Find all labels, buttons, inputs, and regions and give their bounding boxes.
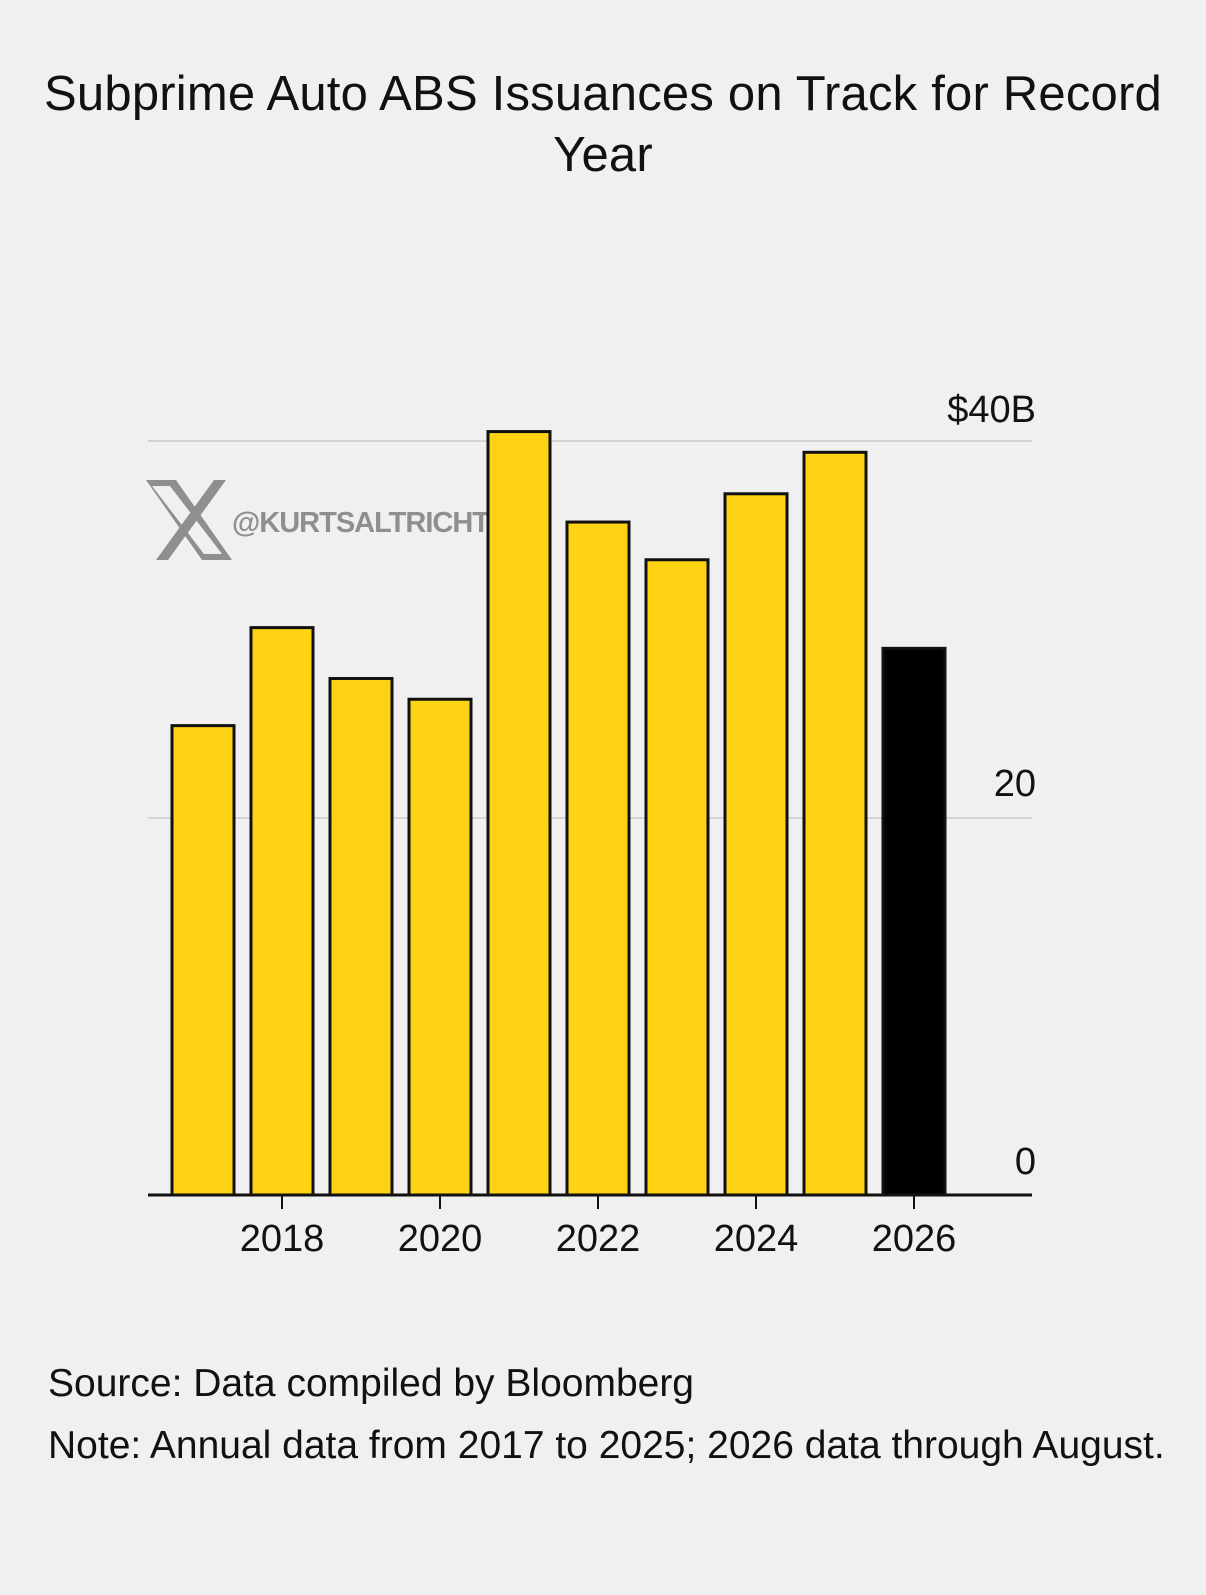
y-axis: 0 20 $40B	[947, 389, 1036, 1183]
source-note: Source: Data compiled by Bloomberg	[48, 1362, 694, 1405]
x-tick-label: 2024	[714, 1218, 799, 1260]
bar-2026	[881, 646, 947, 1197]
bar-2018	[249, 626, 315, 1197]
x-tick-label: 2026	[872, 1218, 957, 1260]
watermark: @KURTSALTRICHTER	[146, 480, 529, 560]
bar-2022	[565, 520, 631, 1197]
bars	[170, 430, 947, 1197]
x-logo-icon	[146, 480, 232, 560]
y-tick-label: 20	[994, 763, 1036, 805]
bar-2020	[407, 697, 473, 1197]
bar-2024	[723, 492, 789, 1197]
bar-2017	[170, 724, 236, 1197]
y-tick-label: $40B	[947, 389, 1036, 431]
bar-2019	[328, 677, 394, 1197]
bar-2023	[644, 558, 710, 1197]
watermark-handle: @KURTSALTRICHTER	[232, 507, 528, 539]
x-tick-label: 2020	[398, 1218, 483, 1260]
bar-2025	[802, 450, 868, 1197]
x-tick-label: 2022	[556, 1218, 641, 1260]
data-note: Note: Annual data from 2017 to 2025; 202…	[48, 1424, 1165, 1467]
bar-chart: @KURTSALTRICHTER 2018 2020 2022 2024 2026 0 2…	[146, 389, 1036, 1260]
y-tick-label: 0	[1015, 1141, 1036, 1183]
x-tick-label: 2018	[240, 1218, 325, 1260]
chart-title: Subprime Auto ABS Issuances on Track for…	[44, 67, 1162, 182]
bar-2021	[486, 430, 552, 1197]
x-axis: 2018 2020 2022 2024 2026	[148, 1193, 1032, 1260]
